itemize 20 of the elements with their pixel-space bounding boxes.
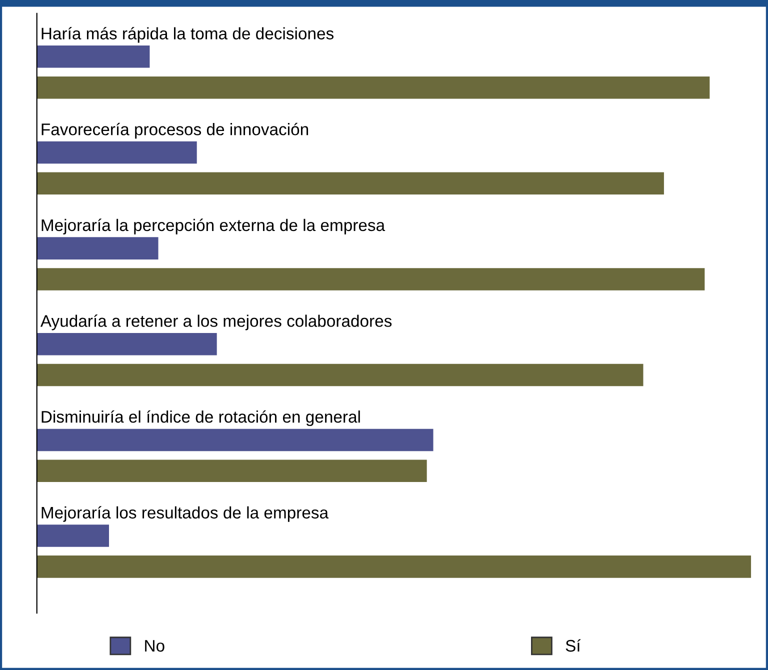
bar	[36, 524, 109, 547]
bar	[36, 556, 752, 578]
bar	[36, 141, 197, 164]
y-tick-label: Mejoraría los resultados de la empresa	[42, 506, 329, 522]
y-tick-label: Ayudaría a retener a los mejores colaboradores	[40, 314, 392, 330]
bar	[36, 364, 644, 386]
bar	[36, 46, 150, 68]
bar	[36, 172, 664, 195]
y-tick-label: Mejoraría la percepción externa de la empresa	[42, 218, 386, 234]
bar	[36, 237, 158, 260]
bar	[36, 333, 217, 356]
bar	[36, 460, 427, 482]
y-tick-label: Disminuiría el índice de rotación en general	[42, 410, 360, 426]
legend-label: Sí	[566, 639, 581, 652]
y-tick-label: Haría más rápida la toma de decisiones	[42, 27, 334, 43]
legend-label: No	[145, 640, 164, 652]
bar	[36, 76, 710, 99]
bar	[36, 428, 434, 452]
bar	[36, 268, 705, 290]
y-tick-label: Favorecería procesos de innovación	[42, 122, 308, 139]
